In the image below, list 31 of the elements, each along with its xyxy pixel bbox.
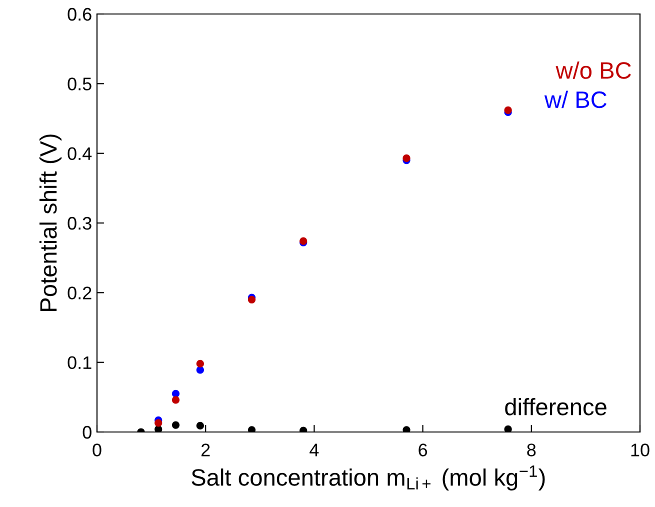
series-label: difference (505, 398, 606, 416)
x-axis-title: Salt concentration m$_{Li+}$ (mol kg$^{−1}$) (192, 466, 545, 490)
point (154, 419, 162, 427)
point (504, 106, 512, 114)
y-tick-label: 0.3 (68, 216, 92, 230)
x-tick-label: 2 (201, 444, 210, 456)
point (196, 422, 204, 430)
point (248, 426, 256, 432)
text: w/o BC (556, 62, 631, 79)
y-tick-label: 0.4 (68, 147, 92, 160)
x-tick-label: 4 (310, 444, 319, 456)
y-tick-label: 0 (82, 426, 92, 439)
point (504, 425, 512, 432)
point (402, 426, 410, 432)
y-tick-label: 0.2 (68, 286, 92, 300)
y-tick-label: 0.5 (68, 78, 92, 90)
x-tick-label: 0 (92, 444, 102, 456)
point (154, 425, 162, 432)
point (172, 421, 180, 429)
point (172, 390, 180, 398)
y-tick-label: 0.1 (68, 356, 92, 370)
point (196, 366, 204, 374)
y-tick-label: 0.6 (68, 8, 92, 21)
series-label: w/ BC (544, 90, 607, 108)
x-tick-label: 10 (631, 444, 650, 456)
point (196, 360, 204, 368)
y-axis-title: Potential shift (V) (39, 134, 62, 311)
point (402, 154, 410, 162)
point (172, 396, 180, 404)
x-tick-label: 8 (527, 444, 536, 456)
x-tick-label: 6 (418, 444, 428, 456)
